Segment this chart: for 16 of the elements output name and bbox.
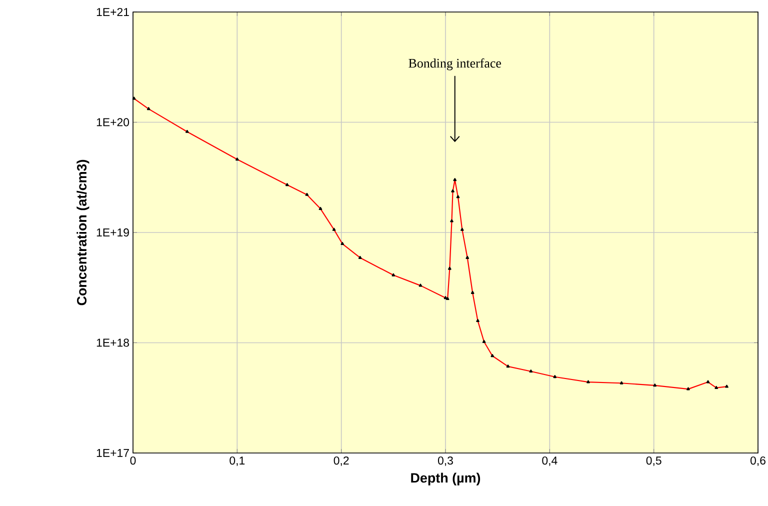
- x-tick-label: 0,6: [750, 456, 766, 466]
- x-tick-label: 0,5: [646, 456, 662, 466]
- x-tick-label: 0: [130, 456, 136, 465]
- y-tick-label: 1E+18: [96, 338, 129, 347]
- x-tick-label: 0,2: [334, 456, 349, 466]
- line-series: [133, 98, 728, 390]
- y-tick-label: 1E+19: [96, 228, 129, 237]
- y-tick-label: 1E+20: [96, 118, 130, 126]
- x-axis-title: Depth (µm): [411, 472, 480, 486]
- annotation: Bonding interface: [408, 58, 502, 70]
- y-tick-label: 1E+17: [96, 449, 129, 457]
- y-axis-title: Concentration (at/cm3): [76, 160, 90, 306]
- x-tick-label: 0,3: [438, 456, 453, 466]
- y-tick-label: 1E+21: [96, 8, 129, 16]
- x-tick-label: 0,1: [230, 456, 245, 466]
- x-tick-label: 0,4: [542, 456, 558, 466]
